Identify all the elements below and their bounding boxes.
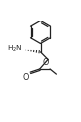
- Text: H$_2$N: H$_2$N: [7, 44, 23, 54]
- Text: O: O: [23, 73, 29, 81]
- Text: O: O: [42, 58, 48, 67]
